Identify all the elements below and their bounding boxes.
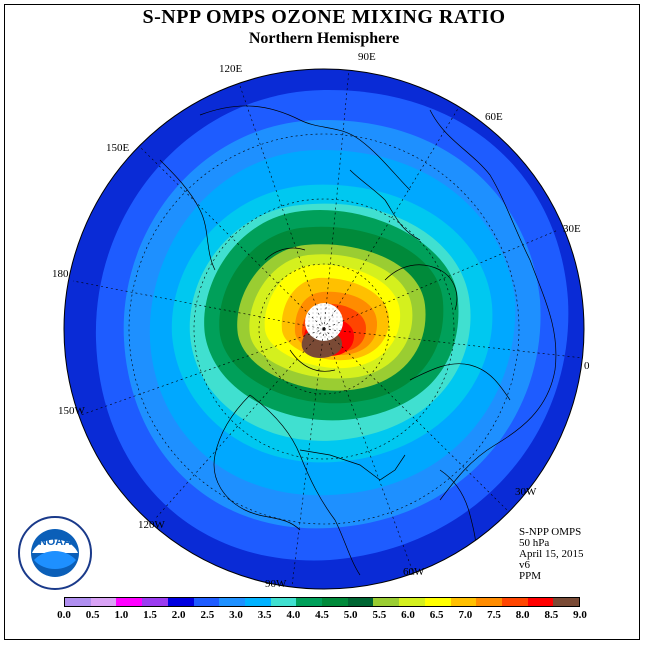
lon-label-150e: 150E bbox=[106, 142, 130, 154]
colorbar-tick-label: 4.0 bbox=[286, 609, 301, 621]
info-date: April 15, 2015 bbox=[519, 548, 584, 560]
colorbar-tick-label: 7.0 bbox=[458, 609, 473, 621]
colorbar-tick-label: 8.5 bbox=[544, 609, 559, 621]
colorbar-tick-label: 5.5 bbox=[372, 609, 387, 621]
colorbar-swatch bbox=[116, 598, 143, 606]
colorbar-tick-label: 0.5 bbox=[85, 609, 100, 621]
product-info: S-NPP OMPS 50 hPa April 15, 2015 v6 PPM bbox=[519, 527, 583, 582]
colorbar-tick-label: 2.0 bbox=[171, 609, 186, 621]
lon-label-120e: 120E bbox=[219, 63, 243, 75]
colorbar-swatch bbox=[193, 598, 220, 606]
graticule bbox=[72, 69, 584, 587]
plot-frame bbox=[4, 4, 640, 640]
lon-label-60e: 60E bbox=[485, 111, 503, 123]
lon-label-150w: 150W bbox=[58, 405, 85, 417]
colorbar-tick-label: 1.0 bbox=[114, 609, 129, 621]
lon-label-30w: 30W bbox=[515, 486, 537, 498]
colorbar-tick-label: 0.0 bbox=[57, 609, 71, 621]
colorbar-swatch bbox=[527, 598, 554, 606]
colorbar-tick-label: 1.5 bbox=[143, 609, 157, 621]
colorbar-swatch bbox=[296, 598, 323, 606]
lon-label-90w: 90W bbox=[265, 578, 287, 590]
colorbar-swatch bbox=[167, 598, 194, 606]
colorbar-swatch bbox=[322, 598, 348, 606]
colorbar-tick-label: 9.0 bbox=[573, 609, 587, 621]
colorbar bbox=[64, 597, 580, 607]
colorbar-swatch bbox=[244, 598, 271, 606]
colorbar-tick-label: 6.0 bbox=[401, 609, 415, 621]
colorbar-tick-label: 7.5 bbox=[487, 609, 501, 621]
lon-label-30e: 30E bbox=[563, 223, 581, 235]
colorbar-swatch bbox=[476, 598, 502, 606]
info-level: 50 hPa bbox=[519, 537, 550, 549]
colorbar-swatch bbox=[450, 598, 477, 606]
lon-label-0: 0 bbox=[584, 360, 590, 372]
colorbar-ticks: 0.0 0.5 1.0 1.5 2.0 2.5 3.0 3.5 4.0 4.5 5.0 5.5 6.0 6… bbox=[0, 609, 648, 623]
colorbar-tick-label: 3.0 bbox=[229, 609, 243, 621]
hemisphere-outline bbox=[63, 68, 585, 590]
lon-label-90e: 90E bbox=[358, 51, 376, 63]
info-units: PPM bbox=[519, 570, 542, 582]
colorbar-swatch bbox=[424, 598, 451, 606]
colorbar-tick-label: 2.5 bbox=[200, 609, 215, 621]
info-version: v6 bbox=[519, 559, 530, 571]
coastlines bbox=[159, 105, 557, 576]
colorbar-tick-label: 8.0 bbox=[515, 609, 530, 621]
colorbar-swatch bbox=[553, 598, 580, 606]
map-title: S-NPP OMPS OZONE MIXING RATIO bbox=[142, 6, 506, 28]
colorbar-tick-label: 4.5 bbox=[315, 609, 329, 621]
colorbar-swatch bbox=[373, 598, 400, 606]
map-subtitle: Northern Hemisphere bbox=[248, 30, 400, 47]
colorbar-tick-label: 3.5 bbox=[257, 609, 272, 621]
colorbar-tick-label: 5.0 bbox=[343, 609, 358, 621]
noaa-logo-text: NOAA bbox=[38, 536, 72, 548]
colorbar-swatch bbox=[270, 598, 297, 606]
lon-label-120w: 120W bbox=[138, 519, 165, 531]
lon-label-60w: 60W bbox=[403, 566, 425, 578]
colorbar-swatch bbox=[65, 598, 91, 606]
colorbar-swatch bbox=[501, 598, 528, 606]
colorbar-swatch bbox=[219, 598, 245, 606]
colorbar-tick-label: 6.5 bbox=[429, 609, 444, 621]
colorbar-swatch bbox=[399, 598, 425, 606]
lon-label-180: 180 bbox=[52, 268, 69, 280]
colorbar-swatch bbox=[142, 598, 168, 606]
colorbar-swatch bbox=[347, 598, 374, 606]
info-product: S-NPP OMPS bbox=[519, 526, 582, 538]
colorbar-swatch bbox=[90, 598, 117, 606]
